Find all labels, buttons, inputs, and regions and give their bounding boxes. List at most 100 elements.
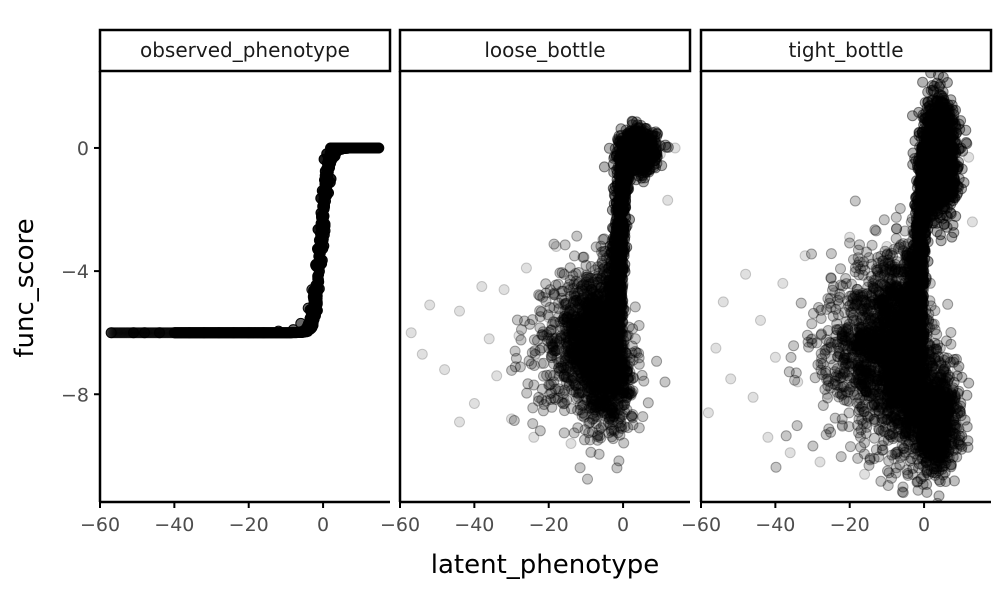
data-point — [592, 359, 603, 371]
data-point — [546, 401, 558, 413]
data-point — [575, 348, 586, 360]
data-point — [570, 357, 582, 369]
data-point — [405, 327, 417, 339]
data-point — [560, 350, 572, 362]
data-point — [569, 291, 581, 302]
data-point — [576, 280, 588, 291]
data-point — [612, 427, 624, 439]
data-point — [604, 374, 616, 386]
data-point — [602, 416, 614, 428]
data-point — [585, 261, 597, 272]
data-point — [509, 361, 521, 373]
data-point — [585, 402, 597, 414]
data-point — [168, 327, 180, 339]
data-point — [583, 278, 595, 290]
data-point — [596, 396, 608, 408]
data-point — [580, 300, 592, 312]
data-point — [622, 387, 634, 399]
data-point — [592, 384, 604, 396]
data-point — [571, 337, 583, 349]
data-point — [557, 314, 569, 325]
data-point — [591, 350, 603, 362]
data-point — [587, 339, 599, 351]
data-point — [609, 382, 621, 394]
data-point — [586, 375, 598, 387]
data-point — [548, 287, 560, 299]
data-point — [571, 230, 583, 242]
data-point — [561, 394, 573, 406]
data-point — [642, 397, 654, 409]
data-point — [585, 347, 597, 358]
data-point — [536, 383, 548, 395]
data-point — [606, 401, 618, 413]
data-point — [563, 362, 575, 374]
data-point — [585, 402, 597, 414]
data-point — [622, 363, 634, 375]
data-point — [572, 364, 584, 376]
data-point — [105, 327, 117, 339]
data-point — [627, 419, 639, 431]
data-point — [605, 368, 617, 380]
data-point — [604, 419, 616, 431]
x-tick-label: −20 — [229, 514, 269, 536]
data-point — [605, 349, 617, 360]
data-point — [568, 335, 580, 347]
data-point — [534, 425, 546, 437]
data-point — [624, 370, 636, 382]
data-point — [128, 327, 139, 339]
data-point — [534, 322, 546, 334]
data-point — [602, 382, 613, 394]
data-point — [581, 293, 593, 305]
data-point — [583, 402, 595, 414]
data-point — [618, 364, 630, 376]
data-point — [609, 395, 621, 407]
data-point — [606, 382, 618, 393]
data-point — [560, 336, 572, 348]
data-point — [637, 411, 649, 423]
data-point — [604, 390, 616, 402]
data-point — [625, 374, 637, 386]
data-point — [310, 259, 322, 271]
data-point — [588, 304, 600, 316]
data-point — [608, 411, 620, 423]
data-point — [574, 296, 586, 308]
data-point — [651, 355, 663, 367]
data-point — [568, 289, 580, 301]
data-point — [591, 368, 602, 380]
data-point — [617, 372, 629, 384]
data-point — [601, 377, 613, 389]
data-point — [579, 282, 591, 294]
data-point — [583, 306, 595, 317]
data-point — [618, 437, 630, 449]
data-point — [587, 320, 599, 332]
data-point — [576, 324, 588, 336]
data-point — [587, 293, 599, 305]
data-point — [581, 299, 593, 311]
data-point — [580, 392, 592, 404]
data-point — [573, 340, 585, 352]
data-point — [603, 378, 615, 390]
data-point — [583, 417, 595, 429]
data-point — [562, 346, 574, 357]
data-point — [510, 352, 522, 364]
data-point — [586, 401, 598, 413]
data-point — [312, 273, 324, 285]
data-point — [587, 387, 598, 399]
data-point — [566, 330, 578, 342]
data-point — [604, 413, 616, 425]
data-point — [580, 365, 591, 377]
data-point — [601, 377, 613, 389]
data-point — [572, 354, 584, 366]
data-point — [575, 327, 587, 339]
data-point — [589, 406, 601, 418]
data-point — [578, 375, 590, 387]
data-point — [610, 368, 622, 380]
data-point — [571, 361, 583, 373]
data-point — [608, 410, 620, 422]
data-point — [588, 372, 599, 383]
data-point — [612, 400, 624, 412]
data-point — [626, 340, 638, 352]
data-point — [593, 424, 605, 436]
data-point — [598, 370, 610, 382]
data-point — [544, 369, 556, 381]
